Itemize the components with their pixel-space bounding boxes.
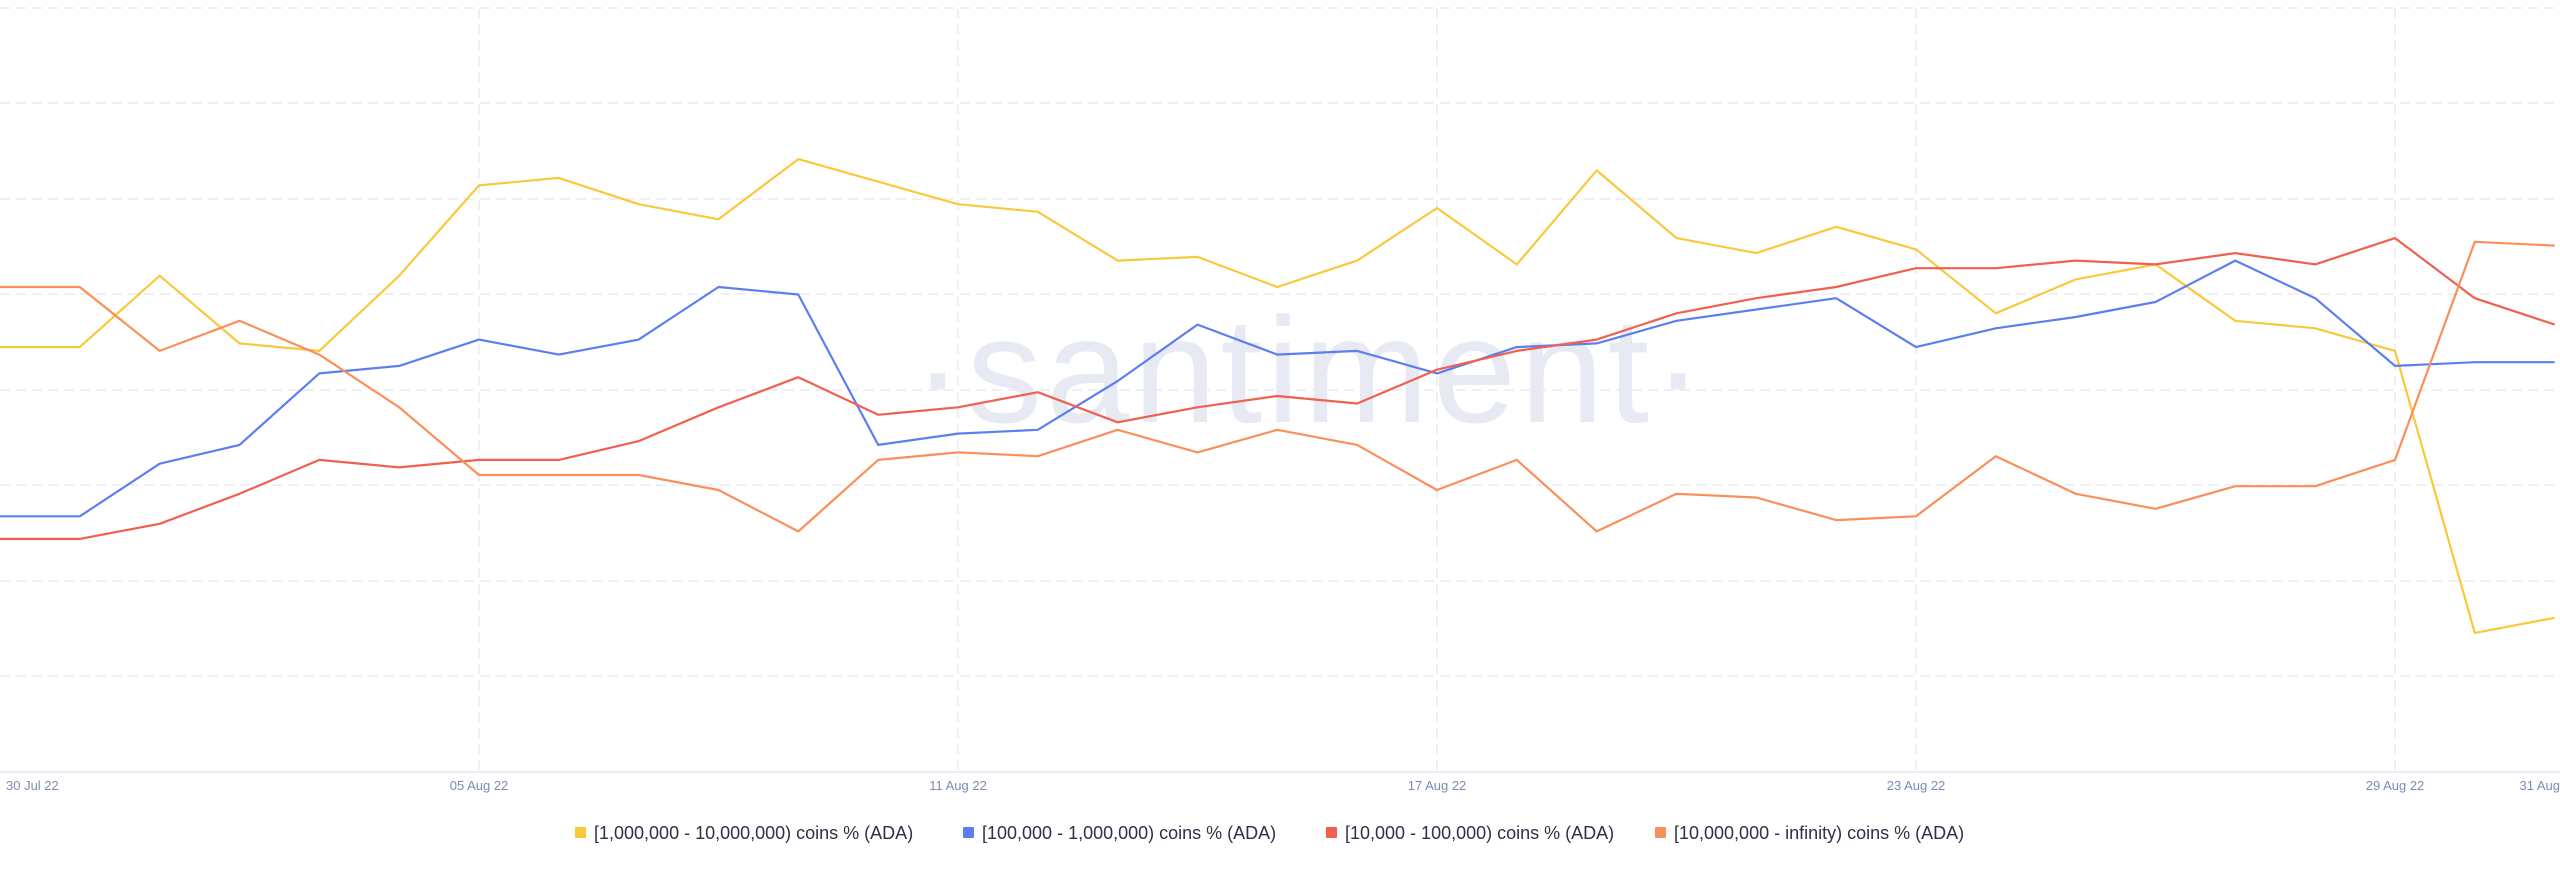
legend-label: [10,000,000 - infinity) coins % (ADA) [1674, 823, 1964, 843]
x-tick-label: 17 Aug 22 [1408, 778, 1467, 793]
x-tick-label: 23 Aug 22 [1887, 778, 1946, 793]
x-tick-label: 30 Jul 22 [6, 778, 59, 793]
legend: [1,000,000 - 10,000,000) coins % (ADA) [1… [575, 823, 1964, 843]
legend-swatch [1655, 827, 1666, 838]
x-tick-label: 11 Aug 22 [929, 778, 987, 793]
legend-label: [1,000,000 - 10,000,000) coins % (ADA) [594, 823, 913, 843]
legend-swatch [575, 827, 586, 838]
x-tick-label: 05 Aug 22 [450, 778, 509, 793]
x-tick-label: 29 Aug 22 [2366, 778, 2425, 793]
legend-swatch [1326, 827, 1337, 838]
x-axis-ticks: 30 Jul 22 05 Aug 22 11 Aug 22 17 Aug 22 23 A… [6, 778, 2560, 793]
legend-swatch [963, 827, 974, 838]
legend-label: [100,000 - 1,000,000) coins % (ADA) [982, 823, 1276, 843]
x-tick-label: 31 Aug [2520, 778, 2560, 793]
series-lines [0, 159, 2555, 633]
santiment-watermark: ·santiment· [913, 286, 1707, 454]
legend-label: [10,000 - 100,000) coins % (ADA) [1345, 823, 1614, 843]
